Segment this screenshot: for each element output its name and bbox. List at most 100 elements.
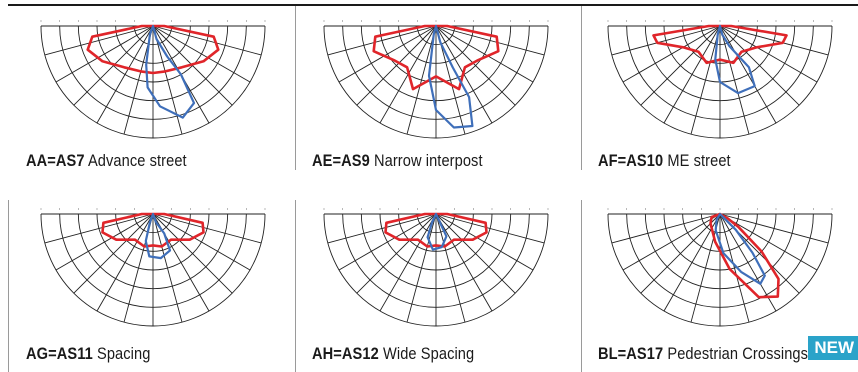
cell-code: AF=AS10: [598, 151, 664, 170]
cell-description: Narrow interpost: [373, 151, 483, 170]
red-distribution-curve: [372, 24, 500, 91]
grid-spoke: [663, 25, 721, 124]
grid-spoke: [622, 25, 721, 83]
grid-spoke: [640, 213, 721, 294]
grid-spoke: [406, 213, 437, 323]
cell-caption: AA=AS7 Advance street: [26, 151, 187, 171]
blue-distribution-curve: [144, 212, 172, 260]
grid-spoke: [663, 213, 721, 312]
grid-spoke: [44, 25, 154, 56]
grid-spoke: [152, 213, 251, 271]
blue-distribution-curve: [427, 24, 474, 129]
grid-spoke: [338, 213, 437, 271]
grid-spoke: [379, 213, 437, 312]
grid-spoke: [690, 25, 721, 135]
photometric-cell: AH=AS12 Wide Spacing: [296, 194, 578, 372]
grid-spoke: [435, 213, 493, 312]
cell-description: Pedestrian Crossings: [667, 344, 809, 363]
grid-spoke: [719, 213, 750, 323]
grid-spoke: [435, 213, 516, 294]
grid-spoke: [719, 213, 829, 244]
polar-diagram: [40, 20, 266, 139]
grid-spoke: [719, 25, 818, 83]
grid-spoke: [96, 25, 154, 124]
grid-spoke: [611, 213, 721, 244]
grid-spoke: [719, 213, 818, 271]
cell-code: AA=AS7: [26, 151, 85, 170]
grid-spoke: [73, 213, 154, 294]
grid-spoke: [640, 25, 721, 106]
grid-spoke: [622, 213, 721, 271]
grid-spoke: [327, 25, 437, 56]
grid-spoke: [435, 213, 466, 323]
column-divider: [581, 200, 582, 372]
cell-caption: AE=AS9 Narrow interpost: [312, 151, 483, 171]
new-badge: NEW: [808, 336, 858, 360]
grid-spoke: [435, 25, 516, 106]
grid-spoke: [611, 25, 721, 56]
cell-caption: AF=AS10 ME street: [598, 151, 731, 171]
grid-spoke: [435, 25, 534, 83]
grid-spoke: [356, 213, 437, 294]
blue-distribution-curve: [145, 24, 196, 119]
grid-spoke: [55, 213, 154, 271]
red-distribution-curve: [101, 212, 205, 248]
grid-spoke: [152, 213, 183, 323]
cell-code: AH=AS12: [312, 344, 379, 363]
grid-spoke: [435, 213, 534, 271]
grid-spoke: [719, 25, 829, 56]
grid-spoke: [152, 25, 262, 56]
column-divider: [295, 200, 296, 372]
grid-spoke: [327, 213, 437, 244]
grid-spoke: [96, 213, 154, 312]
polar-diagram: [607, 208, 833, 327]
grid-spoke: [719, 25, 750, 135]
grid-spoke: [152, 25, 251, 83]
cell-description: Advance street: [87, 151, 187, 170]
cell-description: ME street: [667, 151, 731, 170]
grid-spoke: [44, 213, 154, 244]
polar-grid: [607, 20, 833, 139]
polar-diagram: [607, 20, 833, 139]
photometric-cell: AF=AS10 ME street: [582, 6, 858, 184]
polar-grid: [323, 208, 549, 327]
red-distribution-curve: [384, 212, 488, 248]
cell-description: Spacing: [96, 344, 151, 363]
polar-grid: [40, 20, 266, 139]
photometric-cell: BL=AS17 Pedestrian Crossings: [582, 194, 858, 372]
cell-code: BL=AS17: [598, 344, 664, 363]
photometric-cell: AG=AS11 Spacing: [10, 194, 292, 372]
grid-spoke: [55, 25, 154, 83]
red-distribution-curve: [86, 24, 220, 75]
polar-grid: [323, 20, 549, 139]
cell-description: Wide Spacing: [382, 344, 475, 363]
cell-code: AG=AS11: [26, 344, 93, 363]
photometric-cell: AE=AS9 Narrow interpost: [296, 6, 578, 184]
column-divider: [295, 6, 296, 170]
cell-caption: BL=AS17 Pedestrian Crossings: [598, 344, 808, 364]
cell-caption: AG=AS11 Spacing: [26, 344, 150, 364]
grid-spoke: [152, 213, 262, 244]
cell-caption: AH=AS12 Wide Spacing: [312, 344, 474, 364]
blue-distribution-curve: [714, 24, 756, 95]
photometric-cell: AA=AS7 Advance street: [10, 6, 292, 184]
grid-spoke: [152, 25, 183, 135]
red-distribution-curve: [709, 212, 780, 299]
grid-spoke: [338, 25, 437, 83]
grid-spoke: [435, 25, 545, 56]
grid-spoke: [152, 213, 233, 294]
polar-grid: [607, 208, 833, 327]
polar-grid: [40, 208, 266, 327]
polar-diagram: [323, 208, 549, 327]
top-rule: [8, 4, 858, 6]
cell-code: AE=AS9: [312, 151, 370, 170]
blue-distribution-curve: [426, 212, 448, 251]
grid-spoke: [719, 25, 777, 124]
grid-spoke: [719, 213, 777, 312]
polar-diagram: [323, 20, 549, 139]
column-divider: [8, 200, 9, 372]
blue-distribution-curve: [714, 212, 766, 285]
polar-diagram: [40, 208, 266, 327]
red-distribution-curve: [652, 24, 788, 65]
column-divider: [581, 6, 582, 170]
